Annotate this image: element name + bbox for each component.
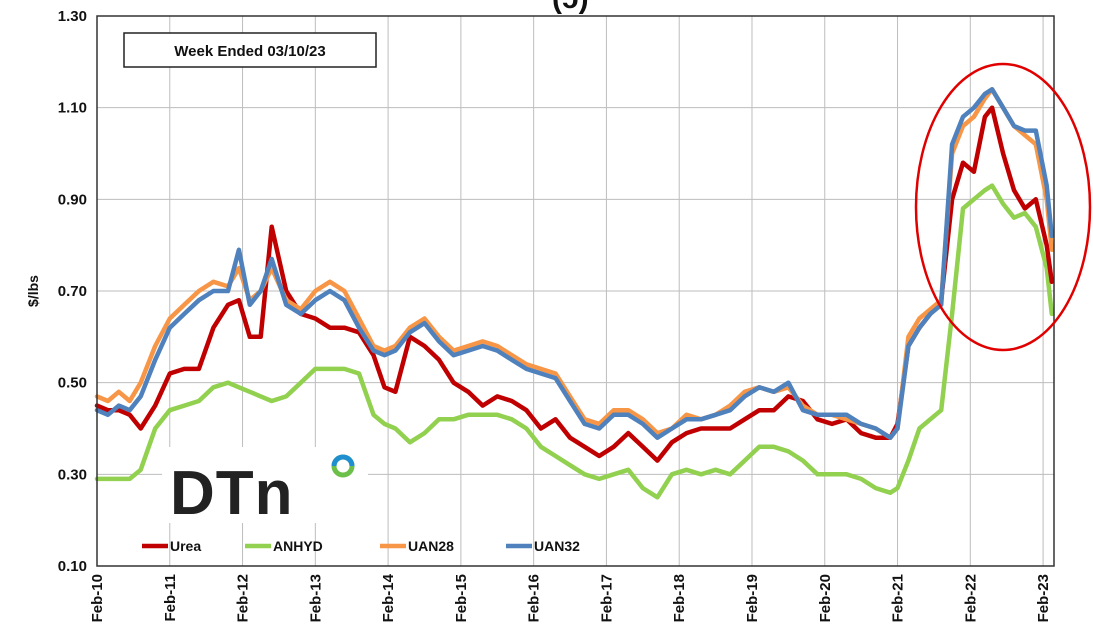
y-tick-label: 1.10 (58, 100, 87, 117)
x-tick-label: Feb-10 (89, 574, 106, 622)
annotation-box (123, 32, 377, 68)
legend-label-urea: Urea (170, 538, 201, 554)
x-tick-label: Feb-22 (962, 574, 979, 622)
y-tick-label: 0.70 (58, 283, 87, 300)
x-tick-label: Feb-17 (598, 574, 615, 622)
x-tick-label: Feb-12 (235, 574, 252, 622)
dtn-logo: DTn (162, 447, 368, 528)
y-tick-labels: 1.30 1.10 0.90 0.70 0.50 0.30 0.10 (58, 8, 87, 575)
legend-label-uan28: UAN28 (408, 538, 454, 554)
y-tick-label: 1.30 (58, 8, 87, 25)
x-tick-label: Feb-19 (744, 574, 761, 622)
y-tick-label: 0.10 (58, 558, 87, 575)
series-line-uan28 (94, 87, 1055, 440)
plot-frame (96, 15, 1055, 567)
legend-label-uan32: UAN32 (534, 538, 580, 554)
x-tick-labels: Feb-10 Feb-11 Feb-12 Feb-13 Feb-14 Feb-15 Feb-… (89, 573, 1052, 622)
x-tick-label: Feb-21 (890, 574, 907, 622)
x-tick-label: Feb-13 (307, 574, 324, 622)
dtn-logo-text: DTn (170, 459, 294, 528)
x-tick-label: Feb-18 (671, 574, 688, 622)
x-tick-label: Feb-14 (380, 573, 397, 622)
annotation-text: Week Ended 03/10/23 (174, 43, 325, 60)
chart-title-fragment: (ɔ) (552, 0, 589, 15)
highlight-ellipse (914, 62, 1092, 352)
x-tick-label: Feb-15 (453, 574, 470, 622)
y-tick-label: 0.30 (58, 466, 87, 483)
x-tick-label: Feb-16 (526, 574, 543, 622)
series-line-anhyd (94, 183, 1055, 500)
y-tick-label: 0.90 (58, 191, 87, 208)
series-lines (94, 87, 1055, 500)
legend: Urea ANHYD UAN28 UAN32 (142, 538, 580, 554)
x-tick-label: Feb-23 (1035, 574, 1052, 622)
series-line-uan32 (94, 87, 1055, 440)
x-tick-label: Feb-20 (817, 574, 834, 622)
y-axis-label: $/lbs (25, 275, 41, 307)
y-tick-label: 0.50 (58, 375, 87, 392)
x-tick-label: Feb-11 (162, 574, 179, 622)
legend-label-anhyd: ANHYD (273, 538, 323, 554)
